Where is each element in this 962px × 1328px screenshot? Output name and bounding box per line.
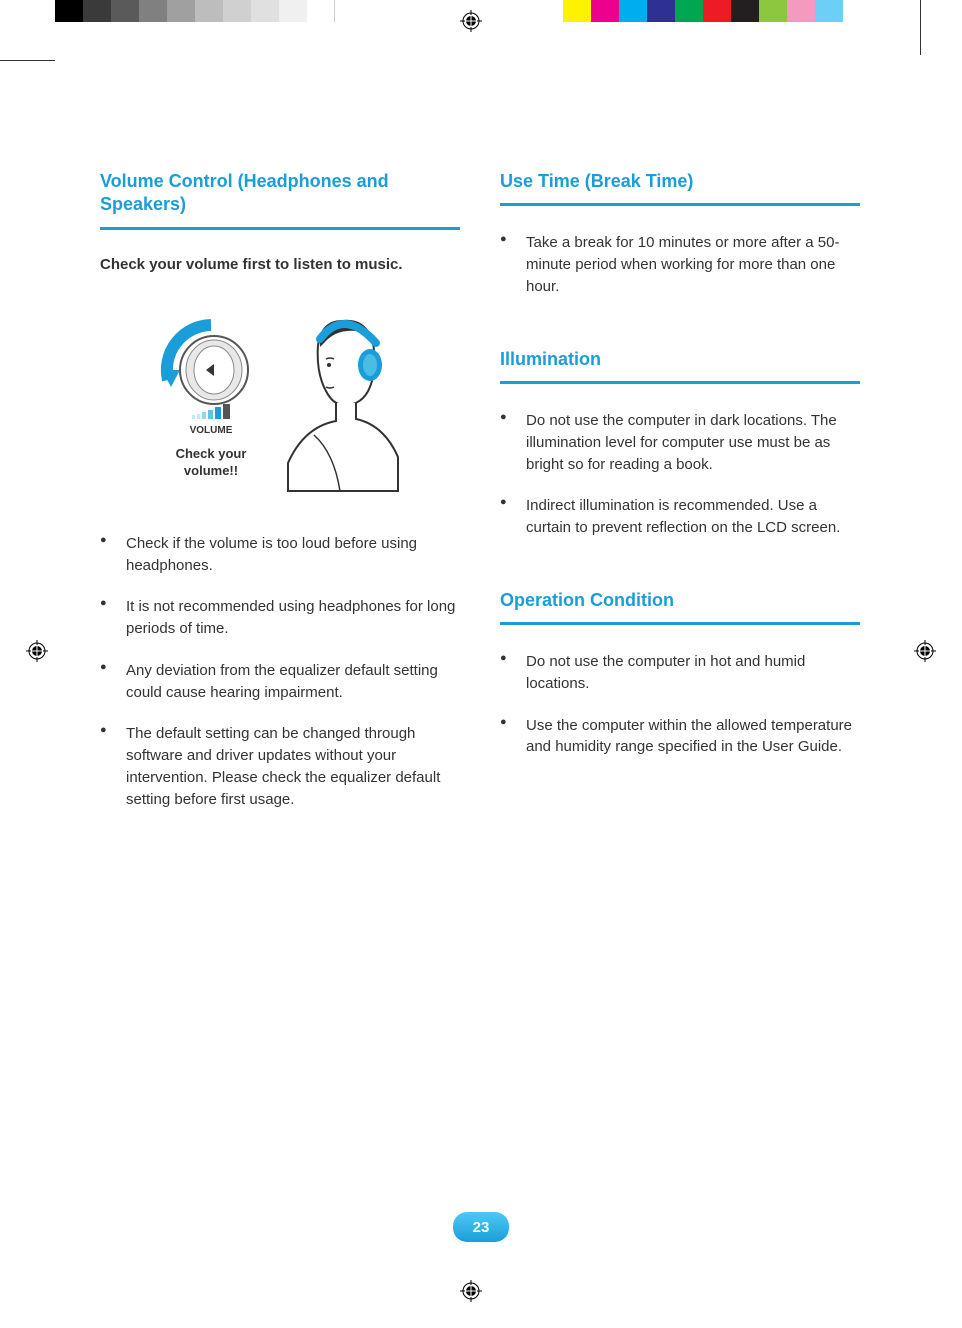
page-number-badge: 23 (453, 1212, 509, 1242)
color-swatch (83, 0, 111, 22)
color-swatch (195, 0, 223, 22)
registration-mark-icon (460, 10, 482, 32)
volume-label-text: VOLUME (190, 425, 233, 435)
color-swatch (675, 0, 703, 22)
color-swatch (279, 0, 307, 22)
color-swatch (703, 0, 731, 22)
section-subheading: Check your volume first to listen to mus… (100, 256, 460, 273)
section-heading: Operation Condition (500, 589, 860, 612)
color-swatch (223, 0, 251, 22)
use-time-section: Use Time (Break Time) Take a break for 1… (500, 170, 860, 298)
section-heading: Use Time (Break Time) (500, 170, 860, 193)
operation-condition-section: Operation Condition Do not use the compu… (500, 589, 860, 758)
heading-rule (500, 381, 860, 384)
color-swatch (563, 0, 591, 22)
registration-mark-icon (26, 640, 48, 662)
use-time-bullet-list: Take a break for 10 minutes or more afte… (500, 232, 860, 297)
illumination-bullet-list: Do not use the computer in dark location… (500, 410, 860, 539)
page-content: Volume Control (Headphones and Speakers)… (100, 170, 860, 860)
color-swatch (111, 0, 139, 22)
color-swatch (647, 0, 675, 22)
volume-illustration: VOLUME Check your volume!! (100, 303, 460, 493)
section-heading: Volume Control (Headphones and Speakers) (100, 170, 460, 217)
bullet-item: Do not use the computer in dark location… (500, 410, 860, 475)
bullet-item: Do not use the computer in hot and humid… (500, 651, 860, 695)
color-swatch (139, 0, 167, 22)
registration-mark-icon (460, 1280, 482, 1302)
heading-rule (500, 622, 860, 625)
volume-control-section: Volume Control (Headphones and Speakers)… (100, 170, 460, 810)
illumination-section: Illumination Do not use the computer in … (500, 348, 860, 539)
color-swatch (251, 0, 279, 22)
heading-rule (100, 227, 460, 230)
right-column: Use Time (Break Time) Take a break for 1… (500, 170, 860, 860)
bullet-item: Use the computer within the allowed temp… (500, 715, 860, 759)
person-headphones-icon (274, 303, 404, 493)
crop-mark-line (0, 60, 55, 61)
color-swatch (167, 0, 195, 22)
color-swatch (591, 0, 619, 22)
caption-line: Check your (176, 446, 247, 461)
page-number: 23 (473, 1219, 490, 1236)
bullet-item: It is not recommended using headphones f… (100, 596, 460, 640)
left-column: Volume Control (Headphones and Speakers)… (100, 170, 460, 860)
bullet-item: Take a break for 10 minutes or more afte… (500, 232, 860, 297)
crop-mark-line (920, 0, 921, 55)
caption-line: volume!! (184, 463, 238, 478)
color-swatch (759, 0, 787, 22)
color-swatch (815, 0, 843, 22)
volume-bullet-list: Check if the volume is too loud before u… (100, 533, 460, 811)
heading-rule (500, 203, 860, 206)
color-swatch (787, 0, 815, 22)
bullet-item: Check if the volume is too loud before u… (100, 533, 460, 577)
section-heading: Illumination (500, 348, 860, 371)
registration-mark-icon (914, 640, 936, 662)
volume-caption: Check your volume!! (156, 446, 266, 480)
color-swatch (731, 0, 759, 22)
bullet-item: The default setting can be changed throu… (100, 723, 460, 810)
color-swatch (55, 0, 83, 22)
volume-knob-graphic: VOLUME Check your volume!! (156, 315, 266, 480)
color-swatch (307, 0, 335, 22)
operation-bullet-list: Do not use the computer in hot and humid… (500, 651, 860, 758)
volume-knob-icon: VOLUME (156, 315, 266, 435)
color-swatch (619, 0, 647, 22)
bullet-item: Indirect illumination is recommended. Us… (500, 495, 860, 539)
bullet-item: Any deviation from the equalizer default… (100, 660, 460, 704)
